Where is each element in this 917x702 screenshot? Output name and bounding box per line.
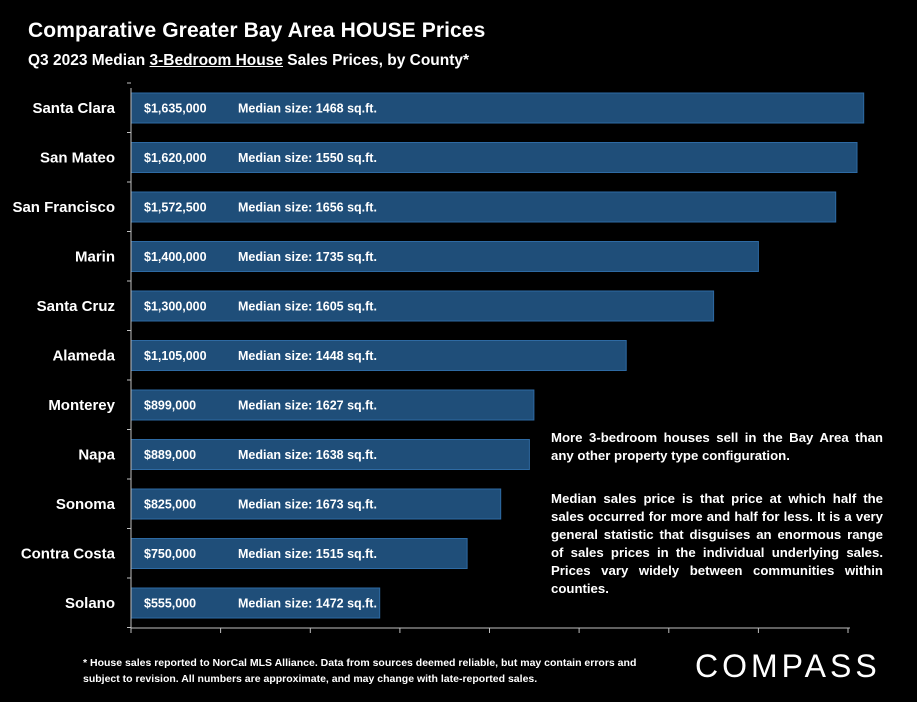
size-label: Median size: 1605 sq.ft. xyxy=(238,300,377,314)
category-label: Monterey xyxy=(48,397,115,414)
category-label: Sonoma xyxy=(56,496,116,513)
bar xyxy=(130,191,837,223)
note-paragraph-1: More 3-bedroom houses sell in the Bay Ar… xyxy=(551,430,883,463)
value-label: $1,572,500 xyxy=(144,201,207,215)
bar xyxy=(130,488,502,520)
size-label: Median size: 1638 sq.ft. xyxy=(238,448,377,462)
value-label: $1,635,000 xyxy=(144,102,207,116)
category-label: Marin xyxy=(75,249,115,266)
value-label: $750,000 xyxy=(144,547,196,561)
value-label: $1,105,000 xyxy=(144,349,207,363)
size-label: Median size: 1627 sq.ft. xyxy=(238,399,377,413)
value-label: $555,000 xyxy=(144,597,196,611)
chart-subtitle: Q3 2023 Median 3-Bedroom House Sales Pri… xyxy=(28,52,469,70)
bar xyxy=(130,142,858,173)
value-label: $825,000 xyxy=(144,498,196,512)
bar xyxy=(130,340,627,371)
subtitle-underlined: 3-Bedroom House xyxy=(149,52,283,69)
category-label: Alameda xyxy=(52,348,115,365)
value-label: $1,400,000 xyxy=(144,250,207,264)
value-label: $1,300,000 xyxy=(144,300,207,314)
footnote: * House sales reported to NorCal MLS All… xyxy=(83,657,637,685)
category-label: Napa xyxy=(78,447,115,464)
value-label: $899,000 xyxy=(144,399,196,413)
size-label: Median size: 1735 sq.ft. xyxy=(238,250,377,264)
bar xyxy=(130,439,530,470)
size-label: Median size: 1448 sq.ft. xyxy=(238,349,377,363)
category-label: Santa Cruz xyxy=(37,298,115,315)
chart-title: Comparative Greater Bay Area HOUSE Price… xyxy=(28,19,486,42)
bar xyxy=(130,538,468,569)
size-label: Median size: 1468 sq.ft. xyxy=(238,102,377,116)
category-label: Santa Clara xyxy=(32,100,115,117)
category-label: San Francisco xyxy=(12,199,115,216)
bar xyxy=(130,290,715,322)
subtitle-prefix: Q3 2023 Median xyxy=(28,52,150,69)
category-label: San Mateo xyxy=(40,150,115,167)
size-label: Median size: 1515 sq.ft. xyxy=(238,547,377,561)
compass-logo: COMPASS xyxy=(695,648,881,684)
bar xyxy=(130,389,535,421)
bar xyxy=(130,241,759,272)
size-label: Median size: 1550 sq.ft. xyxy=(238,151,377,165)
size-label: Median size: 1472 sq.ft. xyxy=(238,597,377,611)
value-label: $1,620,000 xyxy=(144,151,207,165)
subtitle-suffix: Sales Prices, by County* xyxy=(282,52,470,69)
value-label: $889,000 xyxy=(144,448,196,462)
size-label: Median size: 1673 sq.ft. xyxy=(238,498,377,512)
bar xyxy=(130,92,865,124)
category-label: Contra Costa xyxy=(21,546,116,563)
category-label: Solano xyxy=(65,595,115,612)
size-label: Median size: 1656 sq.ft. xyxy=(238,201,377,215)
note-paragraph-2: Median sales price is that price at whic… xyxy=(551,491,883,596)
